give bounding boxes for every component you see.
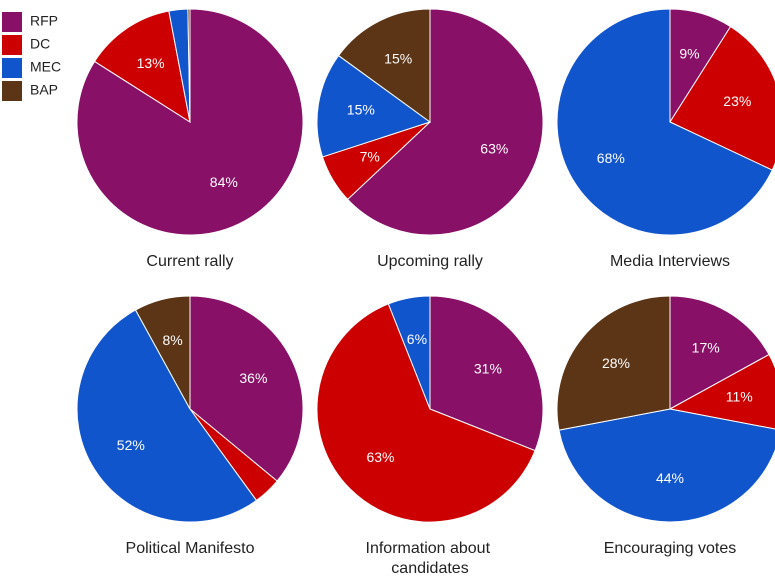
pie-title-media-interviews: Media Interviews <box>610 253 730 270</box>
pie-slice-rfp <box>189 295 304 482</box>
pie-title-line-2: candidates <box>391 560 468 577</box>
pie-information-about-candidates: 31% 63% 6% <box>316 295 544 523</box>
pie-title-encouraging-votes: Encouraging votes <box>604 540 737 557</box>
legend-label-rfp: RFP <box>30 13 58 29</box>
pie-slice-mec <box>316 54 432 158</box>
slice-label-dc: 63% <box>366 449 394 465</box>
legend-label-mec: MEC <box>30 59 61 75</box>
slice-label-mec: 52% <box>117 437 145 453</box>
pie-titles: Current rally Upcoming rally Media Inter… <box>126 253 737 577</box>
legend-swatch-rfp <box>2 12 22 32</box>
legend-swatch-bap <box>2 81 22 101</box>
pie-title-current-rally: Current rally <box>146 253 233 270</box>
slice-label-rfp: 84% <box>210 174 238 190</box>
slice-label-bap: 15% <box>384 50 412 66</box>
slice-label-rfp: 9% <box>679 45 699 61</box>
pie-slice-bap <box>187 8 191 123</box>
slice-label-bap: 28% <box>602 355 630 371</box>
pie-slice-rfp <box>429 295 544 452</box>
pie-upcoming-rally: 63% 7% 15% 15% <box>316 8 544 236</box>
pie-slice-mec <box>76 309 258 523</box>
pie-slice-mec <box>387 295 431 410</box>
pie-title-information-about-candidates: Information about candidates <box>366 540 495 577</box>
slice-label-bap: 8% <box>162 332 182 348</box>
pie-slice-rfp <box>346 8 544 236</box>
slice-label-rfp: 36% <box>239 370 267 386</box>
legend-label-dc: DC <box>30 36 50 52</box>
slice-label-dc: 11% <box>726 389 753 405</box>
legend-swatch-dc <box>2 35 22 55</box>
slice-label-dc: 23% <box>723 93 751 109</box>
pie-slice-bap <box>337 8 431 123</box>
pie-media-interviews: 9% 23% 68% <box>556 8 775 236</box>
pie-slice-dc <box>316 303 536 523</box>
pie-slice-dc <box>93 10 191 124</box>
pie-slice-mec <box>556 8 773 236</box>
slice-label-rfp: 63% <box>480 141 508 157</box>
pie-title-political-manifesto: Political Manifesto <box>126 540 255 557</box>
pies: 84%13%63%7%15%15% 9%23%68%36%52%8%31%63%6… <box>76 8 775 523</box>
slice-label-dc: 7% <box>360 148 380 164</box>
slice-label-rfp: 17% <box>692 339 720 355</box>
legend-label-bap: BAP <box>30 82 58 98</box>
slice-label-mec: 44% <box>656 470 684 486</box>
slice-label-mec: 6% <box>407 331 427 347</box>
slice-label-mec: 68% <box>597 150 625 166</box>
slice-label-mec: 15% <box>347 102 375 118</box>
pie-political-manifesto: 36% 52% 8% <box>76 295 304 523</box>
slice-label-dc: 13% <box>137 55 165 71</box>
pie-slice-mec <box>558 408 775 523</box>
pie-title-upcoming-rally: Upcoming rally <box>377 253 483 270</box>
slice-label-rfp: 31% <box>474 360 502 376</box>
legend: RFP DC MEC BAP <box>2 12 61 101</box>
pie-encouraging-votes: 17% 11% 44% 28% <box>556 295 775 523</box>
pie-slice-bap <box>556 295 671 431</box>
pie-slice-rfp <box>669 295 770 410</box>
pie-slice-dc <box>668 353 775 430</box>
pie-slice-bap <box>134 295 191 410</box>
pie-title-line-1: Information about <box>366 540 491 557</box>
pie-current-rally: 84% 13% <box>76 8 304 236</box>
legend-swatch-mec <box>2 58 22 78</box>
